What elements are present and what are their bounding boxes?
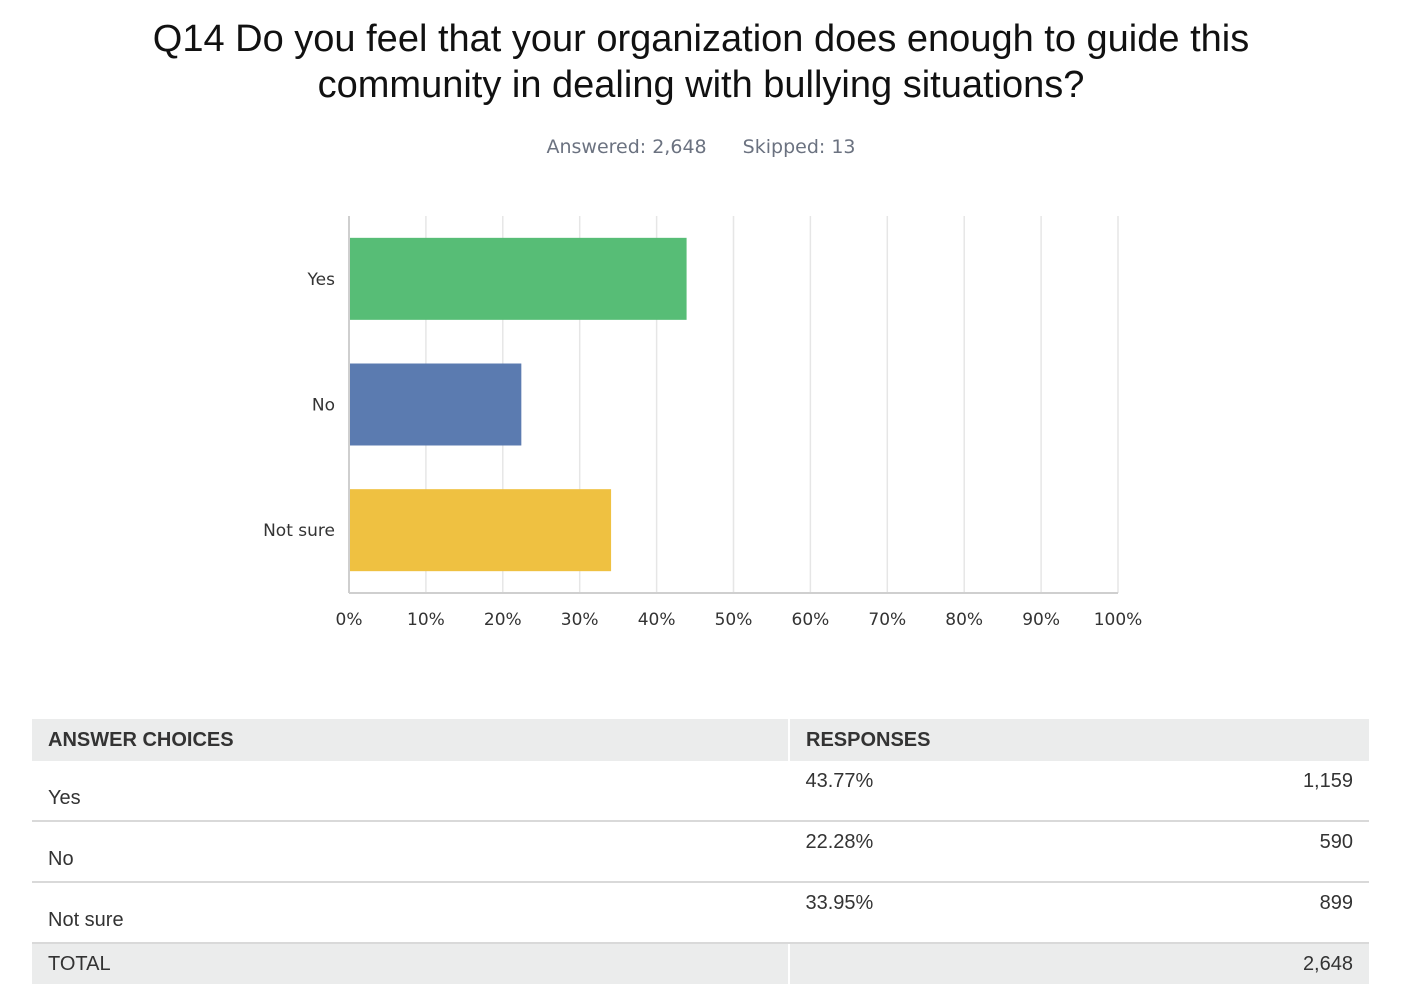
x-tick-label: 20% (484, 610, 522, 630)
total-label: TOTAL (32, 943, 789, 984)
row-percent: 33.95% (788, 882, 1109, 944)
table-header-row: ANSWER CHOICES RESPONSES (32, 719, 1369, 761)
table-row: No 22.28% 590 (32, 821, 1369, 883)
row-choice: No (32, 821, 789, 883)
row-choice: Yes (32, 761, 789, 822)
answered-count: Answered: 2,648 (546, 136, 707, 158)
x-tick-label: 80% (945, 610, 983, 630)
question-title: Q14 Do you feel that your organization d… (152, 18, 1250, 106)
bar (350, 363, 522, 446)
row-percent: 22.28% (788, 821, 1109, 883)
bar-chart: 0% 10% 20% 30% 40% 50% 60% 70% 80% 90% 100% Yes No No… (263, 216, 1143, 630)
x-tick-label: 30% (561, 610, 599, 630)
x-tick-label: 100% (1094, 610, 1143, 630)
table-row: Not sure 33.95% 899 (32, 882, 1369, 944)
skipped-count: Skipped: 13 (742, 136, 856, 158)
x-tick-label: 70% (868, 610, 906, 630)
x-tick-label: 90% (1022, 610, 1060, 630)
responses-table: ANSWER CHOICES RESPONSES Yes 43.77% 1,15… (32, 719, 1369, 984)
row-count: 1,159 (1108, 761, 1369, 822)
bar (350, 237, 687, 320)
table-row: Yes 43.77% 1,159 (32, 761, 1369, 822)
answer-choices-header: ANSWER CHOICES (32, 719, 789, 761)
x-tick-label: 40% (638, 610, 676, 630)
x-tick-label: 10% (407, 610, 445, 630)
responses-header: RESPONSES (788, 719, 1369, 761)
x-tick-label: 60% (792, 610, 830, 630)
total-row: TOTAL 2,648 (32, 943, 1369, 984)
x-tick-label: 0% (336, 610, 363, 630)
row-percent: 43.77% (788, 761, 1109, 822)
bar (350, 489, 612, 572)
row-count: 590 (1108, 821, 1369, 883)
total-count: 2,648 (1108, 943, 1369, 984)
x-tick-label: 50% (715, 610, 753, 630)
category-label: Not sure (263, 521, 335, 541)
total-percent (787, 943, 1109, 984)
category-label: Yes (307, 270, 336, 290)
row-choice: Not sure (32, 882, 789, 944)
row-count: 899 (1108, 882, 1369, 944)
response-stats: Answered: 2,648 Skipped: 13 (0, 136, 1402, 158)
category-label: No (312, 396, 335, 416)
